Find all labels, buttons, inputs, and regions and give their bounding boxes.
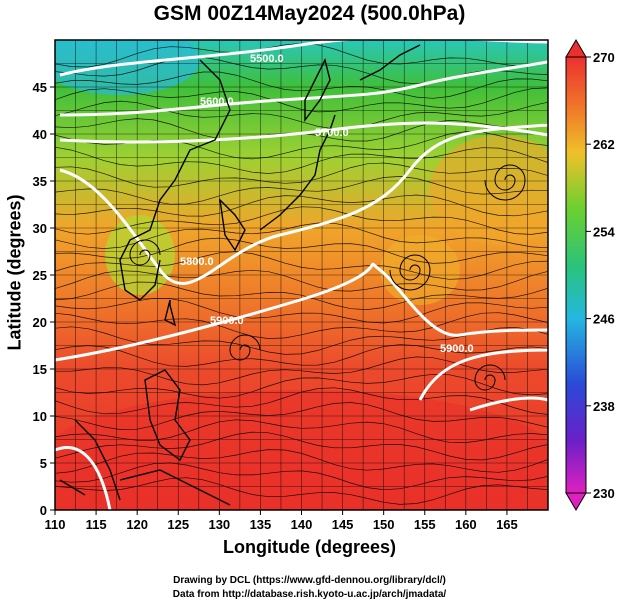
coast-indochina bbox=[59, 419, 121, 501]
colorbar-ticks: 270 262 254 246 238 230 bbox=[586, 50, 615, 501]
plot-area bbox=[55, 40, 548, 510]
chart-title: GSM 00Z14May2024 (500.0hPa) bbox=[153, 2, 466, 25]
coast-japan bbox=[259, 114, 336, 231]
contour-5800 bbox=[59, 123, 548, 285]
colorbar: 270 262 254 246 238 230 bbox=[565, 39, 615, 511]
colorbar-scale bbox=[565, 56, 587, 494]
x-tick-label: 140 bbox=[291, 517, 313, 532]
contour-5900-c bbox=[55, 446, 112, 510]
colorbar-top-arrow bbox=[565, 39, 587, 58]
y-tick-label: 35 bbox=[33, 174, 47, 189]
x-axis-ticks: 110 115 120 125 130 135 140 145 150 155 160 165 bbox=[45, 510, 518, 532]
x-tick-label: 165 bbox=[496, 517, 518, 532]
coast-philippines bbox=[144, 369, 191, 462]
y-tick-label: 5 bbox=[40, 456, 47, 471]
coast-sakhalin bbox=[304, 57, 331, 123]
x-tick-label: 110 bbox=[45, 517, 66, 532]
y-tick-label: 40 bbox=[33, 127, 47, 142]
colorbar-tick-label: 254 bbox=[593, 224, 615, 239]
colorbar-tick-label: 238 bbox=[593, 399, 615, 414]
x-tick-label: 145 bbox=[332, 517, 354, 532]
x-tick-label: 120 bbox=[126, 517, 148, 532]
contour-5500 bbox=[59, 40, 548, 77]
y-tick-label: 20 bbox=[33, 315, 47, 330]
contour-label-5900-a: 5900.0 bbox=[210, 315, 244, 327]
x-tick-label: 135 bbox=[250, 517, 272, 532]
vortex-3 bbox=[129, 239, 161, 266]
contour-label-5600: 5600.0 bbox=[200, 96, 234, 108]
x-tick-label: 160 bbox=[455, 517, 477, 532]
vortex-2 bbox=[484, 164, 526, 201]
y-tick-label: 10 bbox=[33, 409, 47, 424]
x-axis-label: Longitude (degrees) bbox=[222, 537, 396, 557]
vortex-4 bbox=[229, 334, 261, 361]
contour-label-5500: 5500.0 bbox=[250, 53, 284, 65]
contour-5600 bbox=[59, 60, 548, 117]
credit-data: Data from http://database.rish.kyoto-u.a… bbox=[172, 589, 447, 600]
colorbar-tick-label: 246 bbox=[593, 312, 615, 327]
x-tick-label: 155 bbox=[414, 517, 436, 532]
y-tick-label: 15 bbox=[33, 362, 47, 377]
coast-taiwan bbox=[164, 299, 177, 327]
contour-label-5700: 5700.0 bbox=[315, 127, 349, 139]
colorbar-tick-label: 230 bbox=[593, 486, 615, 501]
credit-drawing: Drawing by DCL (https://www.gfd-dennou.o… bbox=[173, 575, 446, 586]
contour-label-group: 5500.0 5600.0 5700.0 5800.0 5900.0 5900.… bbox=[180, 53, 474, 355]
x-tick-label: 115 bbox=[86, 517, 107, 532]
x-tick-label: 130 bbox=[208, 517, 230, 532]
cold-region bbox=[55, 40, 200, 95]
coast-korea bbox=[219, 198, 246, 252]
high-region-east bbox=[430, 135, 548, 245]
coast-kuril bbox=[359, 44, 421, 81]
contour-5900-b bbox=[418, 348, 548, 401]
colorbar-tick-label: 270 bbox=[593, 50, 615, 65]
contour-label-5900-b: 5900.0 bbox=[440, 343, 474, 355]
grid-lines bbox=[55, 40, 548, 510]
x-tick-label: 150 bbox=[373, 517, 395, 532]
colorbar-tick-label: 262 bbox=[593, 137, 615, 152]
vortex-1 bbox=[389, 254, 431, 291]
coastlines bbox=[59, 44, 421, 506]
y-axis-label: Latitude (degrees) bbox=[4, 194, 25, 351]
contour-label-5800: 5800.0 bbox=[180, 256, 214, 268]
contour-5900-d bbox=[469, 396, 548, 412]
x-tick-label: 125 bbox=[167, 517, 189, 532]
coast-borneo bbox=[119, 469, 231, 506]
vortex-swirls bbox=[129, 164, 526, 391]
vortex-5 bbox=[474, 364, 506, 391]
y-axis-ticks: 0 5 10 15 20 25 30 35 40 45 bbox=[33, 80, 55, 518]
y-tick-label: 0 bbox=[40, 503, 47, 518]
colorbar-bottom-arrow bbox=[565, 492, 587, 511]
y-tick-label: 25 bbox=[33, 268, 47, 283]
coast-china bbox=[119, 59, 231, 301]
y-tick-label: 45 bbox=[33, 80, 47, 95]
y-tick-label: 30 bbox=[33, 221, 47, 236]
contour-5900-a bbox=[55, 262, 548, 362]
